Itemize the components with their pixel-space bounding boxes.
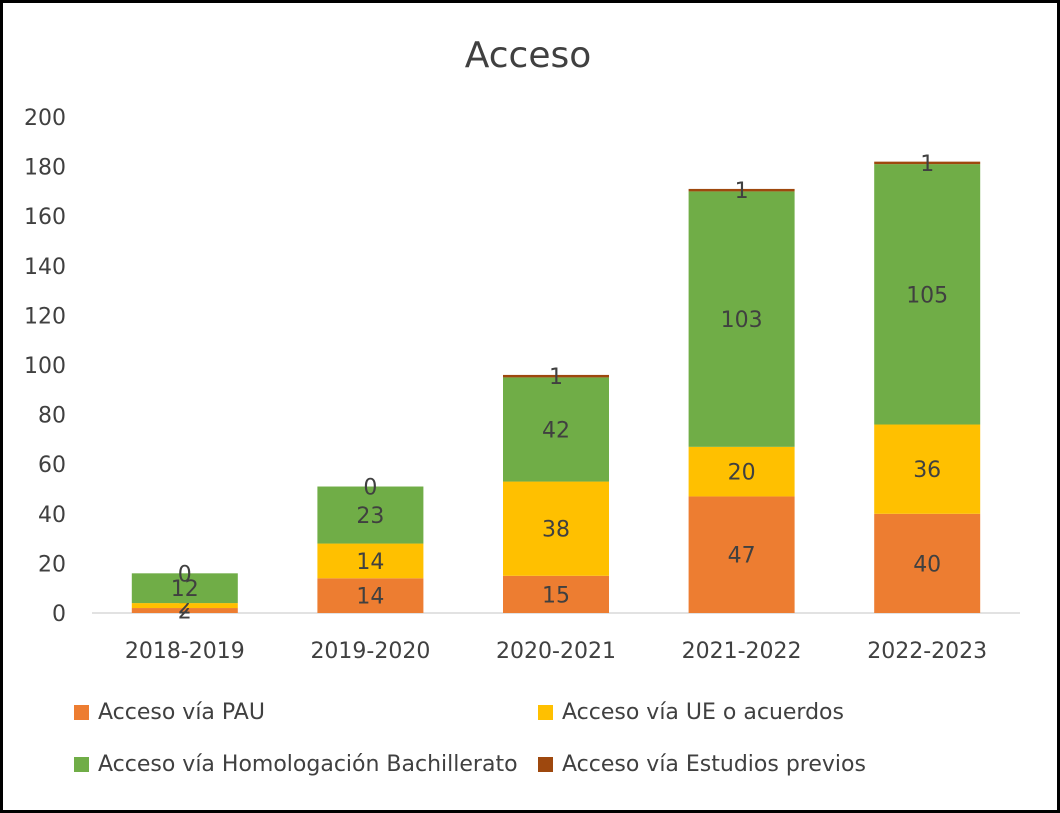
y-tick-label: 180 <box>24 156 66 181</box>
x-tick-label: 2022-2023 <box>867 639 987 664</box>
bar-segment <box>874 161 981 165</box>
data-label: 0 <box>363 476 377 501</box>
bar-segment <box>131 608 238 613</box>
y-tick-label: 120 <box>24 304 66 329</box>
x-axis: 2018-2019 2019-2020 2020-2021 2021-2022 2022… <box>92 612 1020 664</box>
bar-segment <box>131 573 238 604</box>
data-label: 36 <box>913 458 941 483</box>
y-tick-label: 40 <box>38 503 66 528</box>
data-label: 15 <box>542 583 570 608</box>
bar-segment <box>688 446 795 497</box>
y-tick-label: 160 <box>24 205 66 230</box>
data-label: 23 <box>356 504 384 529</box>
y-tick-label: 140 <box>24 255 66 280</box>
bar-segment <box>874 513 981 613</box>
data-label: 0 <box>178 562 192 587</box>
y-tick-label: 60 <box>38 453 66 478</box>
data-label: 47 <box>728 544 756 569</box>
bar-segment <box>317 578 424 613</box>
bar-segment <box>874 424 981 514</box>
data-label: 14 <box>356 550 384 575</box>
y-tick-label: 80 <box>38 404 66 429</box>
data-label: 105 <box>906 283 948 308</box>
bar-segment <box>131 603 238 609</box>
x-tick-label: 2019-2020 <box>310 639 430 664</box>
bar-segment <box>317 543 424 579</box>
data-label: 42 <box>542 418 570 443</box>
x-tick-label: 2021-2022 <box>682 639 802 664</box>
data-label: 1 <box>735 179 749 204</box>
y-tick-label: 100 <box>24 354 66 379</box>
data-label: 103 <box>721 308 763 333</box>
data-label: 38 <box>542 518 570 543</box>
bar-segment <box>688 496 795 613</box>
chart-title: Acceso <box>465 35 592 76</box>
bar-segment <box>317 486 424 544</box>
data-label: 20 <box>728 461 756 486</box>
bar-segment <box>503 374 609 378</box>
data-label: 14 <box>356 585 384 610</box>
bar-segment <box>503 377 609 482</box>
bar-segment <box>688 188 795 192</box>
y-tick-label: 0 <box>52 602 66 627</box>
bar-segment <box>503 481 609 576</box>
y-axis: 0 20 40 60 80 100 120 140 160 180 200 <box>24 106 66 627</box>
x-tick-label: 2020-2021 <box>496 639 616 664</box>
y-tick-label: 20 <box>38 552 66 577</box>
x-tick-label: 2018-2019 <box>125 639 245 664</box>
data-label: 1 <box>920 152 934 177</box>
bar-segment <box>503 575 609 613</box>
y-tick-label: 200 <box>24 106 66 131</box>
bar-segment <box>874 164 981 425</box>
data-label: 1 <box>549 365 563 390</box>
data-label: 12 <box>171 577 199 602</box>
data-label: 40 <box>913 552 941 577</box>
bar-segment <box>688 191 795 447</box>
